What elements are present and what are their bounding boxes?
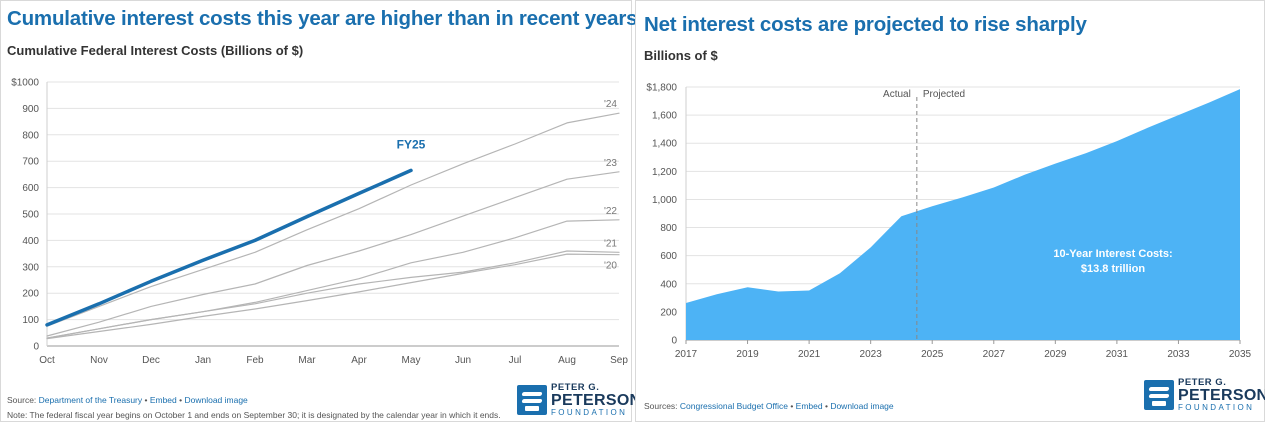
left-embed-link[interactable]: Embed [149,395,177,405]
y-tick-label: 500 [22,210,39,221]
x-tick-label: 2019 [736,349,759,360]
left-line-chart: 0 100 200 300 400 500 600 700 800 900 $1000 Oct Nov D… [11,78,628,367]
y-tick-label: $1,800 [646,83,677,94]
series-label-fy22: '22 [604,206,617,217]
annotation-line-1: 10-Year Interest Costs: [1053,248,1172,260]
x-tick-label: Sep [610,355,628,366]
x-tick-label: Nov [90,355,108,366]
x-tick-label: May [402,355,421,366]
series-line-fy23 [46,171,620,337]
left-chart-panel: Cumulative interest costs this year are … [0,0,641,422]
x-tick-label: Jun [455,355,471,366]
x-tick-label: Jan [195,355,211,366]
right-sep-2: • [822,401,831,411]
x-tick-label: Jul [509,355,522,366]
y-tick-label: 1,600 [652,111,677,122]
left-foundation-logo[interactable]: PETER G. PETERSON FOUNDATION [517,383,641,417]
y-tick-label: 900 [22,104,39,115]
torch-logo-icon [1144,379,1174,410]
interest-cost-area [686,89,1240,340]
series-line-fy21 [46,250,620,339]
left-source-link[interactable]: Department of the Treasury [38,395,143,405]
x-tick-label: 2029 [1044,349,1067,360]
right-embed-link[interactable]: Embed [795,401,823,411]
y-tick-label: 1,200 [652,167,677,178]
left-source-line: Source: Department of the Treasury • Emb… [7,395,248,405]
x-tick-label: Mar [298,355,316,366]
x-tick-label: 2023 [860,349,883,360]
y-tick-label: 1,400 [652,139,677,150]
series-line-FY25 [45,168,413,327]
torch-logo-icon [517,384,547,415]
x-tick-label: 2033 [1167,349,1190,360]
right-chart-subtitle: Billions of $ [644,48,718,63]
left-sep-1: • [142,395,150,405]
logo-line-3: FOUNDATION [1178,402,1255,412]
x-tick-label: Aug [558,355,576,366]
actual-label: Actual [883,89,911,100]
right-download-link[interactable]: Download image [830,401,894,411]
y-tick-label: 0 [671,336,677,347]
x-tick-label: 2035 [1229,349,1252,360]
right-source-link[interactable]: Congressional Budget Office [679,401,788,411]
y-tick-label: 600 [22,183,39,194]
y-tick-label: 400 [660,279,677,290]
right-source-prefix: Sources: [644,401,680,411]
series-label-fy21: '21 [604,238,617,249]
left-chart-note: Note: The federal fiscal year begins on … [7,410,501,420]
y-tick-label: 400 [22,236,39,247]
logo-line-1: PETER G. [1178,377,1227,388]
x-tick-label: 2027 [983,349,1006,360]
y-tick-label: 300 [22,262,39,273]
series-label-fy20: '20 [604,261,617,272]
series-label-fy23: '23 [604,158,617,169]
y-tick-label: 200 [660,307,677,318]
logo-line-2: PETERSON [551,391,642,409]
x-tick-label: Apr [351,355,367,366]
x-tick-label: Dec [142,355,160,366]
y-tick-label: $1000 [11,78,39,89]
x-tick-label: 2021 [798,349,821,360]
right-sep-1: • [787,401,796,411]
left-download-link[interactable]: Download image [184,395,248,405]
y-tick-label: 200 [22,289,39,300]
x-tick-label: Feb [246,355,264,366]
x-tick-label: 2017 [675,349,698,360]
right-chart-panel: Net interest costs are projected to rise… [635,0,1265,422]
right-chart-title: Net interest costs are projected to rise… [644,13,1087,36]
series-label-fy24: '24 [604,99,617,110]
left-source-prefix: Source: [7,395,39,405]
x-tick-label: Oct [39,355,55,366]
left-chart-title: Cumulative interest costs this year are … [7,7,638,30]
right-area-chart: 0 200 400 600 800 1,000 1,200 1,400 1,600 $1,800 2… [646,83,1252,361]
series-line-fy22 [46,219,620,339]
logo-line-1: PETER G. [551,382,600,393]
x-tick-label: 2031 [1106,349,1129,360]
y-tick-label: 700 [22,157,39,168]
right-source-line: Sources: Congressional Budget Office • E… [644,401,894,411]
y-tick-label: 1,000 [652,195,677,206]
y-tick-label: 600 [660,251,677,262]
y-tick-label: 0 [33,342,39,353]
y-tick-label: 100 [22,315,39,326]
y-tick-label: 800 [660,223,677,234]
series-label-FY25: FY25 [397,137,426,151]
series-line-fy20 [46,253,620,340]
y-tick-label: 800 [22,130,39,141]
projected-label: Projected [923,89,965,100]
series-line-fy24 [46,112,620,327]
x-tick-label: 2025 [921,349,944,360]
logo-line-2: PETERSON [1178,386,1265,404]
right-foundation-logo[interactable]: PETER G. PETERSON FOUNDATION [1144,378,1265,412]
logo-line-3: FOUNDATION [551,407,628,417]
annotation-line-2: $13.8 trillion [1081,263,1145,275]
left-chart-subtitle: Cumulative Federal Interest Costs (Billi… [7,43,304,58]
left-sep-2: • [176,395,185,405]
